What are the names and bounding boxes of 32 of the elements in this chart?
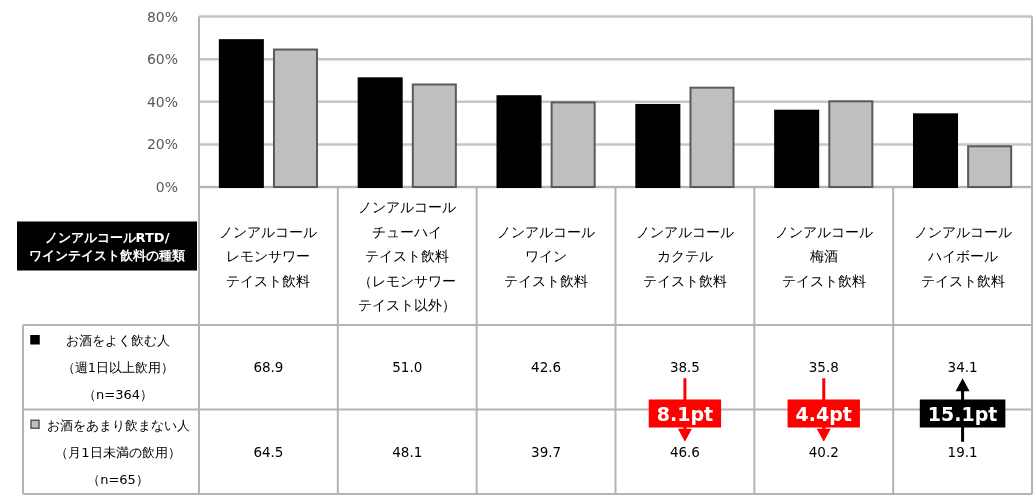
- bar: [218, 39, 264, 188]
- x-tick-label: ノンアルコールチューハイテイスト飲料（レモンサワーテイスト以外）: [358, 199, 457, 313]
- x-tick-label: ノンアルコールカクテルテイスト飲料: [635, 223, 734, 289]
- text: 38.5: [669, 359, 700, 376]
- text: 34.1: [947, 359, 978, 376]
- x-tick-label: ノンアルコールワインテイスト飲料: [497, 223, 596, 289]
- text: 64.5: [253, 443, 284, 460]
- bar: [635, 103, 681, 188]
- y-tick-label: 60%: [146, 51, 178, 68]
- xlabel: ノンアルコールRTD/ ワインテイスト飲料の種類: [17, 221, 197, 271]
- text: 19.1: [947, 443, 978, 460]
- x-tick-label: ノンアルコールレモンサワーテイスト飲料: [219, 223, 318, 289]
- x-axis-title: ノンアルコールRTD/ ワインテイスト飲料の種類: [29, 229, 185, 263]
- bar: [912, 113, 959, 188]
- text: 42.6: [531, 359, 562, 376]
- text: 35.8: [808, 359, 839, 376]
- x-tick-label: ノンアルコール梅酒テイスト飲料: [774, 223, 873, 289]
- y-tick-label: 0%: [155, 179, 178, 195]
- text: 39.7: [531, 443, 562, 460]
- text: 46.6: [669, 443, 700, 460]
- y-tick-label: 80%: [146, 8, 178, 25]
- y-tick-label: 40%: [146, 93, 178, 110]
- y-tick-label: 20%: [146, 136, 178, 153]
- bar: [496, 95, 542, 188]
- text: 48.1: [392, 443, 423, 460]
- bar: [357, 77, 403, 188]
- x-tick-label: ノンアルコールハイボールテイスト飲料: [913, 223, 1012, 289]
- text: 68.9: [253, 359, 284, 376]
- text: 40.2: [808, 443, 839, 460]
- bar: [774, 109, 820, 188]
- text: 51.0: [392, 359, 423, 376]
- legend-label: お酒をよく飲む人（週1日以上飲用）（n=364）: [61, 332, 175, 402]
